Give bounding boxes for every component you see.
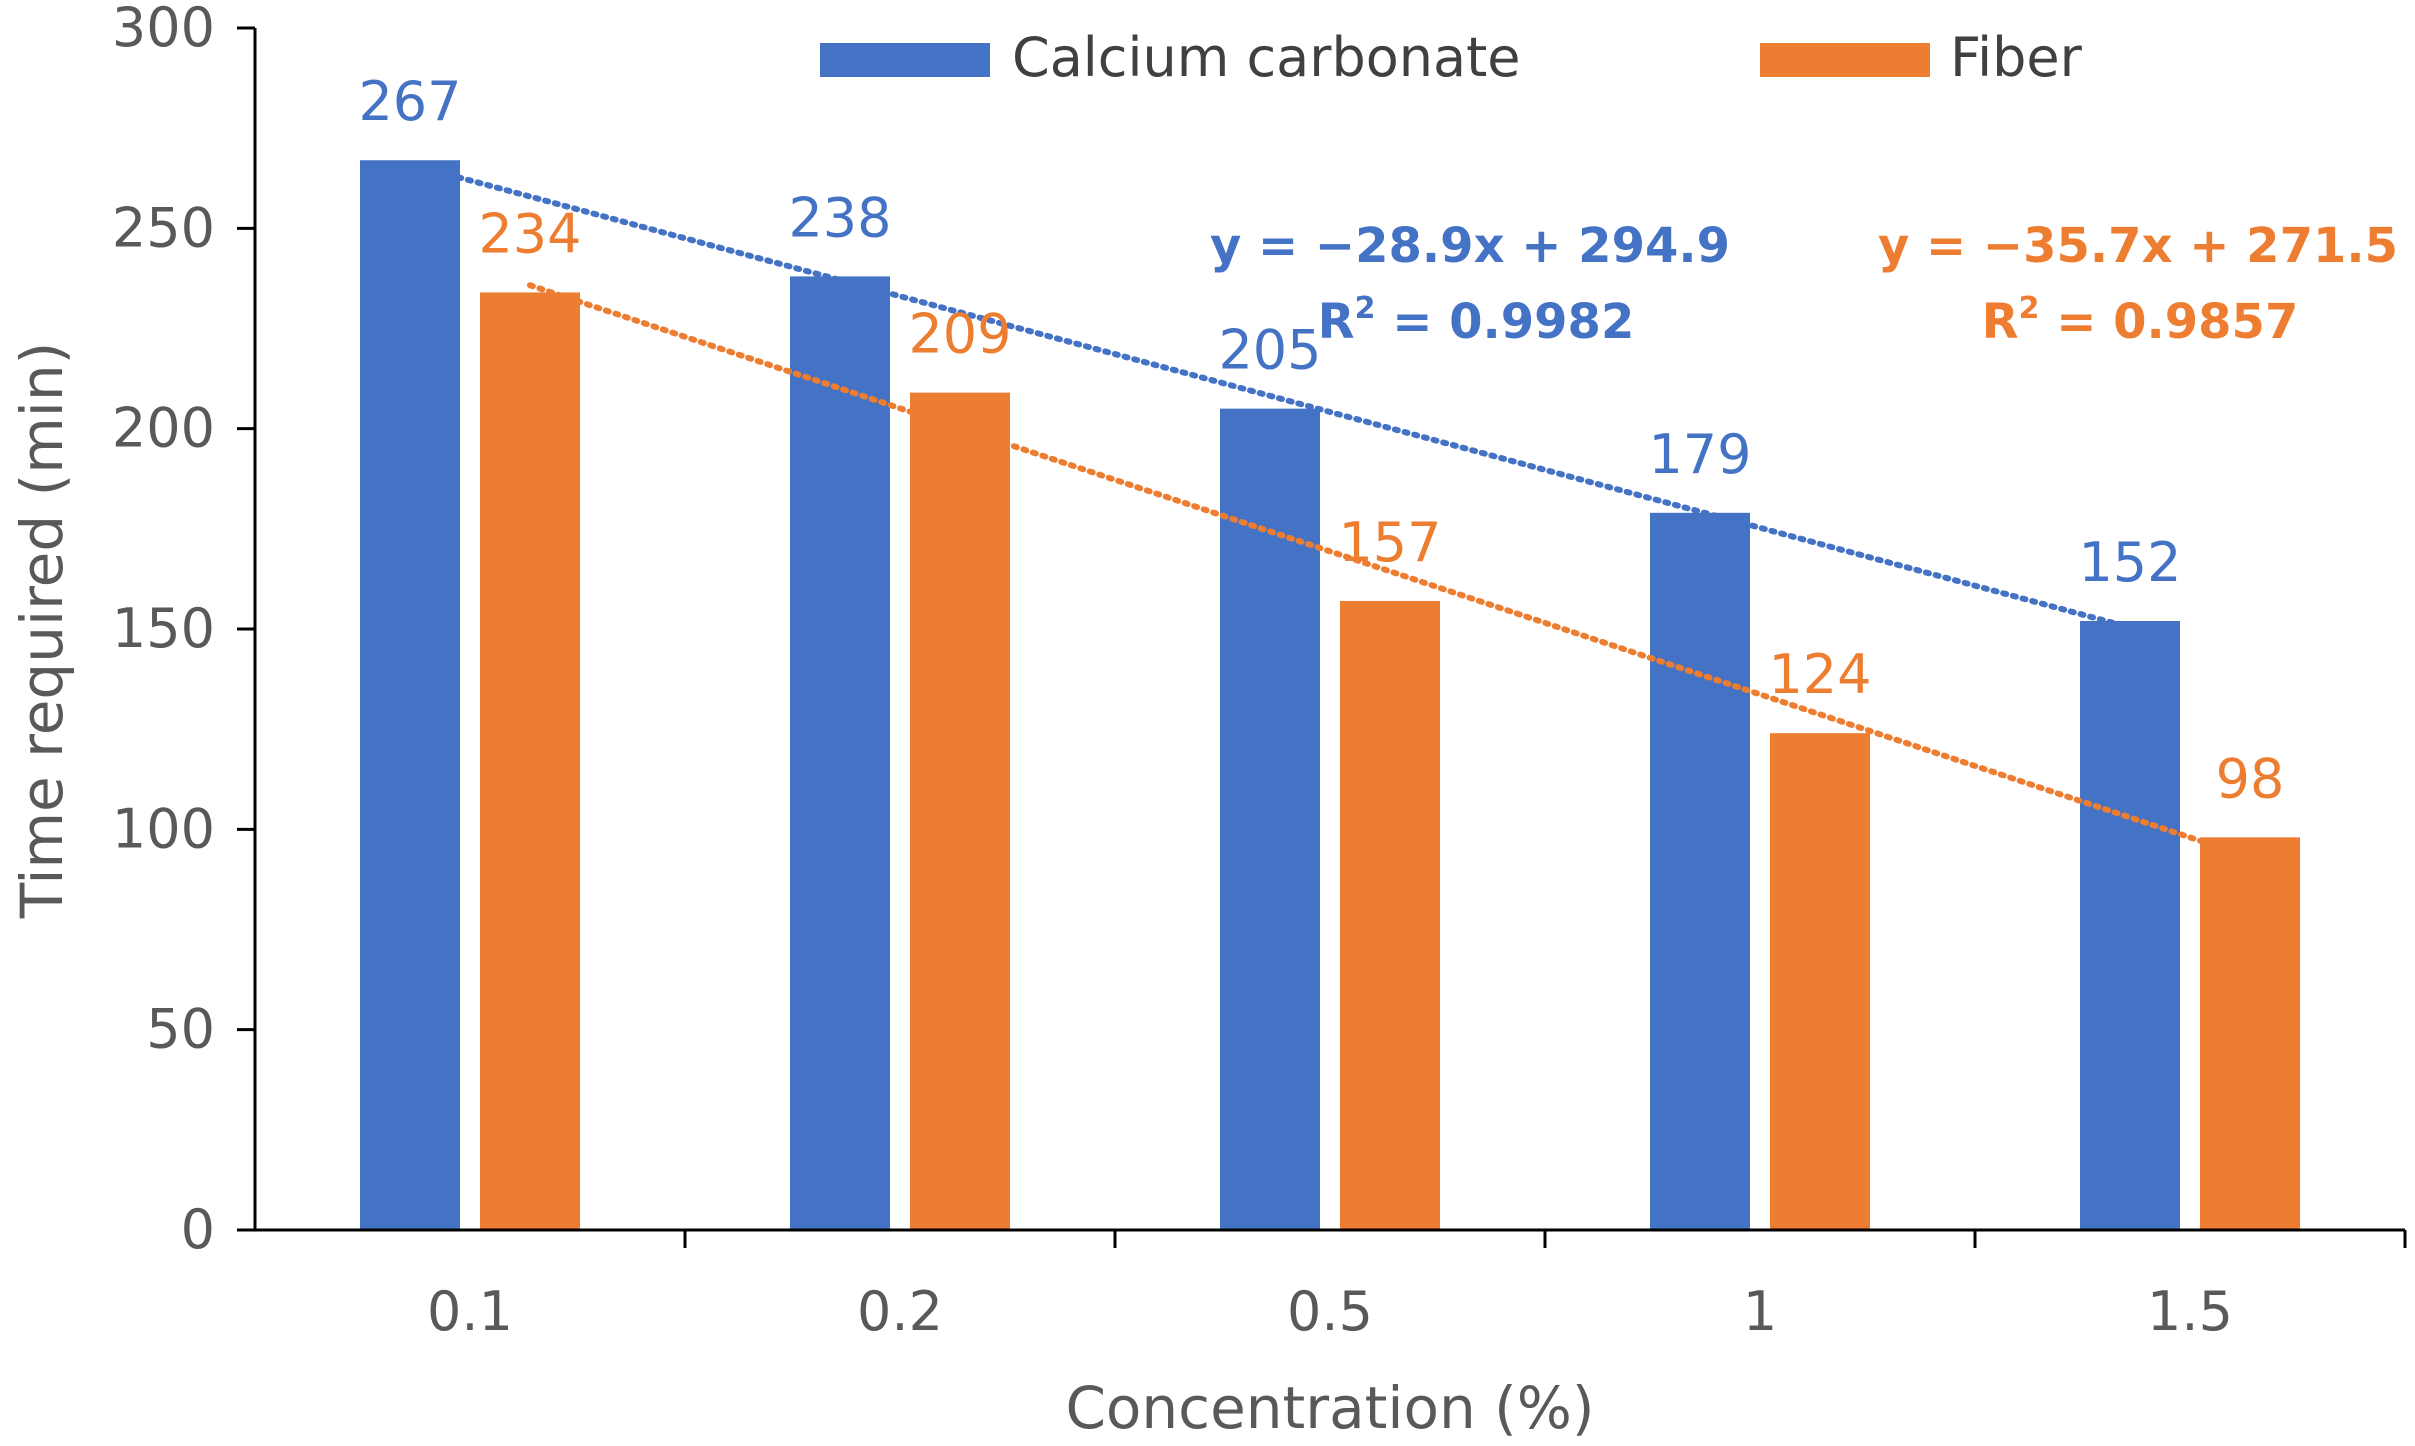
bar-calcium-carbonate-0.1: [360, 160, 460, 1231]
r2-symbol: R: [1982, 294, 2019, 350]
legend-label-fiber: Fiber: [1950, 26, 2083, 89]
legend: Calcium carbonate Fiber: [820, 26, 2083, 89]
data-label-fiber: 157: [1338, 511, 1441, 574]
y-tick-label: 100: [112, 797, 215, 860]
x-tick-label: 1: [1743, 1280, 1777, 1343]
y-tick-label: 250: [112, 196, 215, 259]
bar-fiber-0.2: [910, 392, 1010, 1230]
y-tick-label: 50: [146, 998, 215, 1061]
legend-swatch-fiber: [1760, 43, 1930, 77]
x-tick-label: 1.5: [2147, 1280, 2233, 1343]
trendline-equations: y = −28.9x + 294.9 R2 = 0.9982 y = −35.7…: [1210, 218, 2398, 350]
y-tick-label: 200: [112, 397, 215, 460]
y-axis-title: Time required (min): [8, 342, 76, 919]
bar-fiber-1.5: [2200, 837, 2300, 1230]
data-label-fiber: 124: [1768, 643, 1871, 706]
bar-calcium-carbonate-0.2: [790, 276, 890, 1230]
r2-value: = 0.9982: [1375, 294, 1634, 350]
data-labels-layer: 267 238 205 179 152 234 209 157 124 98: [358, 70, 2284, 810]
bars-layer: [360, 160, 2300, 1231]
y-ticks-layer: 0 50 100 150 200 250 300: [112, 0, 255, 1261]
bar-fiber-1: [1770, 733, 1870, 1230]
bar-fiber-0.5: [1340, 600, 1440, 1230]
y-tick-label: 150: [112, 597, 215, 660]
r2-superscript: 2: [1355, 291, 1376, 326]
data-label-calcium-carbonate: 205: [1218, 319, 1321, 382]
bar-calcium-carbonate-1.5: [2080, 620, 2180, 1230]
bar-calcium-carbonate-1: [1650, 512, 1750, 1230]
trendline-equation-fiber: y = −35.7x + 271.5: [1878, 218, 2398, 274]
trendline-r2-calcium-carbonate: R2 = 0.9982: [1318, 291, 1635, 350]
trendlines-layer: [407, 161, 2253, 861]
bar-fiber-0.1: [480, 292, 580, 1230]
x-axis-title: Concentration (%): [1065, 1374, 1594, 1442]
x-tick-label: 0.5: [1287, 1280, 1373, 1343]
data-label-fiber: 234: [478, 202, 581, 265]
x-tick-label: 0.1: [427, 1280, 513, 1343]
r2-value: = 0.9857: [2039, 294, 2298, 350]
legend-swatch-calcium-carbonate: [820, 43, 990, 77]
data-label-fiber: 98: [2216, 747, 2285, 810]
legend-label-calcium-carbonate: Calcium carbonate: [1012, 26, 1521, 89]
trendline-calcium-carbonate: [407, 161, 2133, 631]
x-tick-label: 0.2: [857, 1280, 943, 1343]
data-label-calcium-carbonate: 179: [1648, 423, 1751, 486]
data-label-fiber: 209: [908, 303, 1011, 366]
trendline-fiber: [527, 282, 2253, 861]
trendline-r2-fiber: R2 = 0.9857: [1982, 291, 2299, 350]
data-label-calcium-carbonate: 152: [2078, 531, 2181, 594]
x-ticks-layer: 0.1 0.2 0.5 1 1.5: [427, 1230, 2407, 1343]
y-tick-label: 0: [181, 1198, 215, 1261]
bar-calcium-carbonate-0.5: [1220, 408, 1320, 1231]
trendline-equation-calcium-carbonate: y = −28.9x + 294.9: [1210, 218, 1730, 274]
r2-superscript: 2: [2019, 291, 2040, 326]
data-label-calcium-carbonate: 267: [358, 70, 461, 133]
data-label-calcium-carbonate: 238: [788, 186, 891, 249]
r2-symbol: R: [1318, 294, 1355, 350]
y-tick-label: 300: [112, 0, 215, 59]
